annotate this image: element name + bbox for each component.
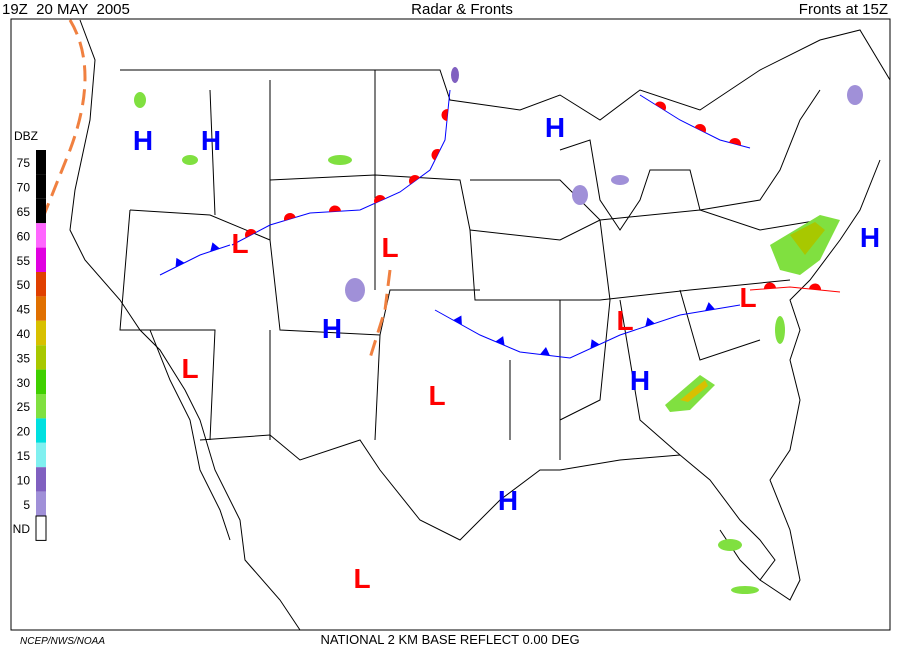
- pressure-center: L: [616, 305, 633, 336]
- front-triangle: [453, 315, 462, 325]
- pressure-center: L: [353, 563, 370, 594]
- front-semicircle: [431, 149, 441, 161]
- pressure-center: L: [181, 353, 198, 384]
- footer-product: NATIONAL 2 KM BASE REFLECT 0.00 DEG: [320, 632, 579, 647]
- front-semicircle: [284, 213, 296, 221]
- front-semicircle: [329, 205, 341, 212]
- borders: [69, 19, 891, 631]
- pressure-center: H: [133, 125, 153, 156]
- front-triangle: [540, 347, 550, 356]
- front-semicircle: [809, 283, 821, 291]
- legend: DBZ 75 70 65 60 55 50 45 40 35 30 25 20 15 10 5 ND: [13, 129, 47, 541]
- legend-label: 30: [17, 376, 31, 390]
- legend-swatch: [36, 223, 46, 248]
- legend-label: 45: [17, 303, 31, 317]
- legend-label: 25: [17, 400, 31, 414]
- pressure-center: H: [498, 485, 518, 516]
- legend-label: 55: [17, 254, 31, 268]
- legend-label: 35: [17, 351, 31, 365]
- pressure-center: L: [739, 282, 756, 313]
- legend-label: 75: [17, 156, 31, 170]
- legend-swatch: [36, 369, 46, 394]
- header-title: Radar & Fronts: [411, 1, 513, 18]
- legend-swatch: [36, 418, 46, 443]
- trough: [38, 19, 87, 226]
- legend-label: 50: [17, 278, 31, 292]
- front-triangle: [705, 302, 715, 311]
- legend-swatch: [36, 296, 46, 321]
- pressure-center: H: [860, 222, 880, 253]
- legend-title: DBZ: [14, 129, 38, 143]
- front-semicircle: [374, 195, 386, 204]
- legend-swatch: [36, 150, 46, 175]
- pressure-center: H: [322, 313, 342, 344]
- legend-swatch: [36, 442, 46, 468]
- footer-source: NCEP/NWS/NOAA: [20, 636, 105, 647]
- legend-swatch: [36, 491, 46, 516]
- legend-label: 40: [17, 327, 31, 341]
- front-triangle: [495, 336, 505, 346]
- header-time: 19Z 20 MAY 2005: [2, 1, 130, 18]
- pressure-center: L: [428, 380, 445, 411]
- legend-label: ND: [13, 522, 31, 536]
- legend-swatch: [36, 174, 46, 199]
- legend-swatch: [36, 272, 46, 297]
- front-semicircle: [764, 282, 776, 289]
- trough: [368, 269, 392, 359]
- front-triangle: [210, 242, 220, 252]
- legend-swatch: [36, 345, 46, 370]
- legend-swatch: [35, 515, 47, 541]
- front-semicircle: [654, 101, 666, 111]
- header-fronts-time: Fronts at 15Z: [799, 1, 888, 18]
- cold-front: [159, 244, 231, 276]
- legend-label: 60: [17, 229, 31, 243]
- legend-label: 15: [17, 449, 31, 463]
- pressure-center: H: [201, 125, 221, 156]
- legend-label: 5: [23, 498, 30, 512]
- legend-swatch: [36, 320, 46, 346]
- front-semicircle: [409, 174, 420, 185]
- legend-swatch: [36, 394, 46, 419]
- pressure-center: L: [381, 232, 398, 263]
- legend-swatch: [36, 467, 46, 492]
- front-semicircle: [245, 229, 257, 238]
- legend-label: 10: [17, 473, 31, 487]
- legend-label: 20: [17, 425, 31, 439]
- map-frame: [10, 18, 891, 631]
- front-semicircle: [441, 109, 449, 121]
- front-semicircle: [694, 123, 706, 133]
- front-triangle: [590, 339, 600, 349]
- legend-label: 70: [17, 181, 31, 195]
- legend-swatch: [36, 247, 46, 272]
- front-semicircle: [729, 137, 741, 146]
- warm-front: [749, 286, 841, 293]
- pressure-center: L: [231, 228, 248, 259]
- legend-swatch: [36, 198, 46, 224]
- pressure-center: H: [630, 365, 650, 396]
- legend-label: 65: [17, 205, 31, 219]
- cold-front: [434, 304, 741, 359]
- radar-echoes: [134, 67, 863, 594]
- pressure-center: H: [545, 112, 565, 143]
- front-triangle: [175, 257, 185, 268]
- front-triangle: [645, 317, 655, 327]
